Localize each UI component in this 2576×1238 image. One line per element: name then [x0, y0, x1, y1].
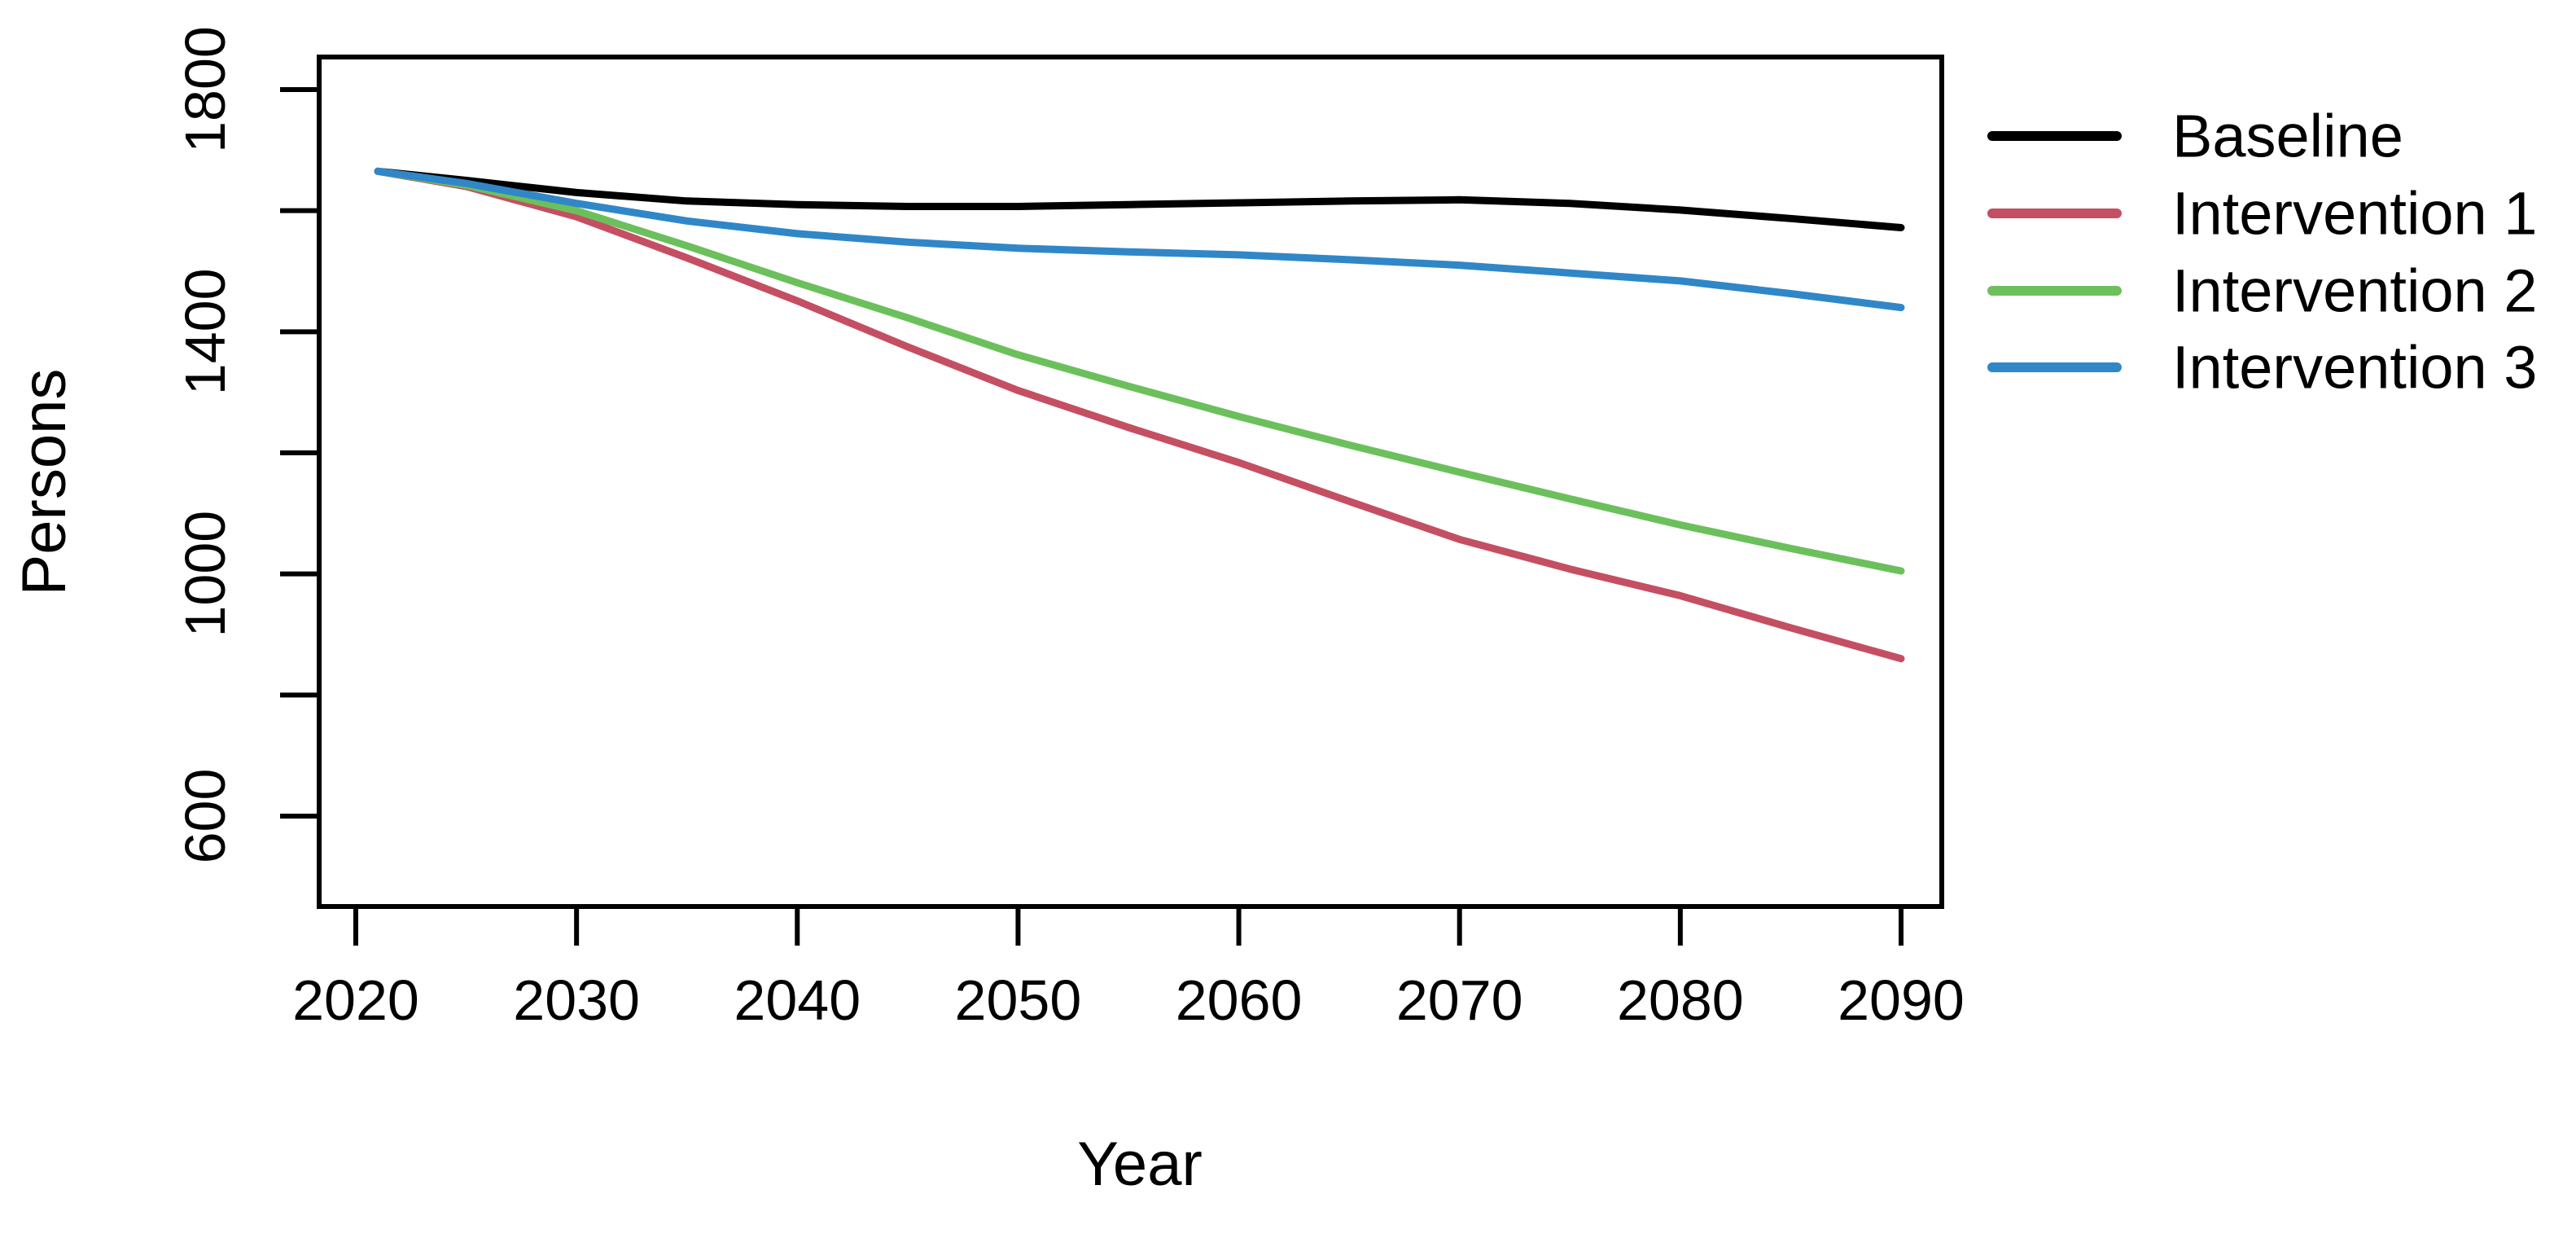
legend-label-intervention-1: Intervention 1	[2172, 180, 2537, 248]
plot-border	[317, 55, 1944, 909]
series-line-intervention-1	[374, 167, 1905, 663]
x-tick-label: 2050	[955, 968, 1082, 1032]
x-tick-label: 2060	[1176, 968, 1303, 1032]
legend-label-intervention-3: Intervention 3	[2172, 334, 2537, 402]
x-tick-label: 2070	[1396, 968, 1523, 1032]
x-tick-label: 2090	[1838, 968, 1965, 1032]
y-tick-label: 1400	[173, 268, 237, 395]
y-tick-label: 600	[173, 769, 237, 864]
legend-label-intervention-2: Intervention 2	[2172, 257, 2537, 325]
legend-label-baseline: Baseline	[2172, 103, 2403, 170]
y-tick-label: 1800	[173, 26, 237, 153]
x-axis-title: Year	[1077, 1130, 1203, 1199]
x-tick-label: 2040	[734, 968, 861, 1032]
x-tick-label: 2080	[1617, 968, 1744, 1032]
series-line-intervention-3	[374, 167, 1905, 312]
series-line-intervention-2	[374, 167, 1905, 575]
y-axis-title: Persons	[10, 369, 79, 596]
series-line-baseline	[374, 167, 1905, 231]
x-tick-label: 2030	[513, 968, 640, 1032]
y-tick-label: 1000	[173, 511, 237, 638]
x-tick-label: 2020	[292, 968, 419, 1032]
